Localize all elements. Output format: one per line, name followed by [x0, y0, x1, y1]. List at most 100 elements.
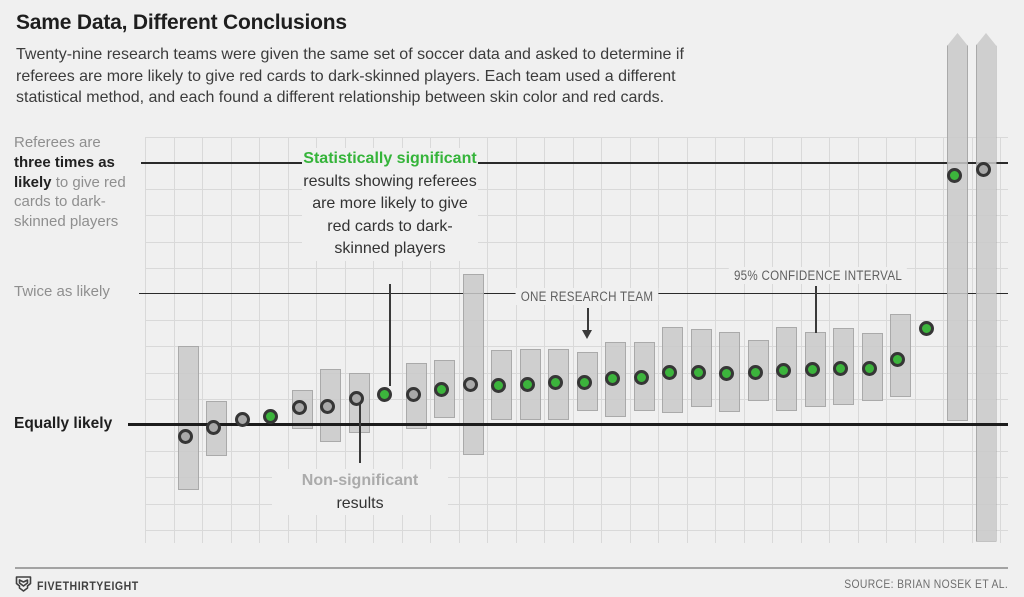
axis-label-text: Referees are	[14, 134, 101, 151]
significant-estimate-dot	[576, 375, 592, 391]
confidence-interval-bar	[975, 33, 997, 542]
vertical-gridline	[515, 137, 517, 543]
significant-estimate-dot	[861, 360, 877, 376]
nonsignificant-estimate-dot	[975, 161, 991, 177]
axis-label-equally-likely: Equally likely	[14, 415, 113, 432]
vertical-gridline	[230, 137, 232, 543]
significant-highlight-text: Statistically significant	[303, 150, 477, 167]
vertical-gridline	[800, 137, 802, 543]
page-title: Same Data, Different Conclusions	[16, 11, 347, 34]
significant-estimate-dot	[690, 364, 706, 380]
nonsignificant-estimate-dot	[177, 428, 193, 444]
subtitle-line: Twenty-nine research teams were given th…	[16, 46, 684, 63]
nonsignificant-highlight-text: Non-significant	[301, 472, 419, 489]
significant-estimate-dot	[833, 360, 848, 376]
significant-estimate-dot	[633, 369, 649, 385]
horizontal-gridline	[145, 529, 1008, 531]
chart-subtitle: Twenty-nine research teams were given th…	[16, 44, 684, 109]
vertical-gridline	[601, 137, 603, 543]
vertical-gridline	[857, 137, 859, 543]
nonsignificant-rest-text: results	[336, 495, 384, 512]
horizontal-gridline	[145, 136, 1008, 138]
vertical-gridline	[287, 137, 289, 543]
vertical-gridline	[971, 137, 973, 543]
nonsignificant-estimate-dot	[462, 376, 478, 392]
nonsignificant-estimate-dot	[320, 398, 335, 414]
vertical-gridline	[430, 137, 432, 543]
nonsignificant-estimate-dot	[291, 400, 307, 416]
vertical-gridline	[145, 137, 147, 543]
nonsignificant-callout-pointer-line	[359, 402, 361, 463]
vertical-gridline	[686, 137, 688, 543]
horizontal-gridline	[145, 477, 1008, 479]
nonsignificant-estimate-dot	[348, 390, 364, 406]
vertical-gridline	[629, 137, 631, 543]
vertical-gridline	[943, 137, 945, 543]
significant-estimate-dot	[491, 377, 506, 393]
significant-estimate-dot	[377, 386, 392, 402]
vertical-gridline	[458, 137, 460, 543]
horizontal-gridline	[145, 267, 1008, 269]
significant-estimate-dot	[662, 364, 677, 380]
nonsignificant-estimate-dot	[206, 419, 221, 435]
vertical-gridline	[1000, 137, 1002, 543]
significant-callout-pointer-line	[389, 284, 391, 386]
vertical-gridline	[772, 137, 774, 543]
significant-estimate-dot	[519, 376, 535, 392]
footer-divider	[15, 567, 1008, 569]
vertical-gridline	[173, 137, 175, 543]
vertical-gridline	[715, 137, 717, 543]
vertical-gridline	[259, 137, 261, 543]
significant-estimate-dot	[548, 375, 563, 391]
vertical-gridline	[487, 137, 489, 543]
significant-rest-text: results showing referees are more likely…	[303, 172, 477, 258]
significant-estimate-dot	[719, 366, 734, 382]
confidence-interval-bar	[177, 346, 199, 491]
nonsignificant-estimate-dot	[405, 386, 421, 402]
vertical-gridline	[316, 137, 318, 543]
confidence-interval-pointer-line	[815, 286, 817, 333]
horizontal-gridline	[145, 320, 1008, 322]
subtitle-line: referees are more likely to give red car…	[16, 67, 676, 85]
one-team-arrow-line	[587, 308, 589, 331]
vertical-gridline	[401, 137, 403, 543]
vertical-gridline	[572, 137, 574, 543]
axis-label-twice: Twice as likely	[14, 283, 110, 300]
significant-estimate-dot	[605, 371, 620, 387]
significant-estimate-dot	[747, 364, 763, 380]
significant-estimate-dot	[804, 362, 820, 378]
vertical-gridline	[202, 137, 204, 543]
horizontal-gridline	[145, 189, 1008, 191]
vertical-gridline	[544, 137, 546, 543]
significant-estimate-dot	[918, 321, 934, 337]
refline-equally-likely	[128, 423, 1008, 426]
subtitle-line: statistical method, and each found a dif…	[16, 89, 665, 106]
vertical-gridline	[344, 137, 346, 543]
axis-label-text: to give red cards to dark-skinned player…	[14, 173, 126, 231]
refline-three-times	[141, 162, 1008, 164]
significant-estimate-dot	[263, 409, 278, 425]
vertical-gridline	[658, 137, 660, 543]
significant-results-callout: Statistically significant results showin…	[302, 148, 478, 261]
vertical-gridline	[886, 137, 888, 543]
one-research-team-label: ONE RESEARCH TEAM	[515, 288, 659, 305]
significant-estimate-dot	[434, 381, 449, 397]
horizontal-gridline	[145, 346, 1008, 348]
down-arrow-icon	[582, 330, 592, 339]
horizontal-gridline	[145, 215, 1008, 217]
confidence-interval-bar	[462, 274, 484, 456]
axis-label-three-times: Referees are three times as likely to gi…	[14, 133, 140, 232]
fivethirtyeight-logo-icon	[15, 576, 32, 597]
vertical-gridline	[829, 137, 831, 543]
nonsignificant-results-callout: Non-significant results	[272, 469, 448, 515]
horizontal-gridline	[145, 241, 1008, 243]
axis-label-bold-text: three times as likely	[14, 153, 115, 191]
horizontal-gridline	[145, 503, 1008, 505]
vertical-gridline	[743, 137, 745, 543]
significant-estimate-dot	[890, 351, 905, 367]
vertical-gridline	[914, 137, 916, 543]
confidence-interval-bar	[947, 33, 968, 422]
confidence-interval-label: 95% CONFIDENCE INTERVAL	[728, 267, 908, 284]
footer-source-text: SOURCE: BRIAN NOSEK ET AL.	[844, 579, 1008, 591]
